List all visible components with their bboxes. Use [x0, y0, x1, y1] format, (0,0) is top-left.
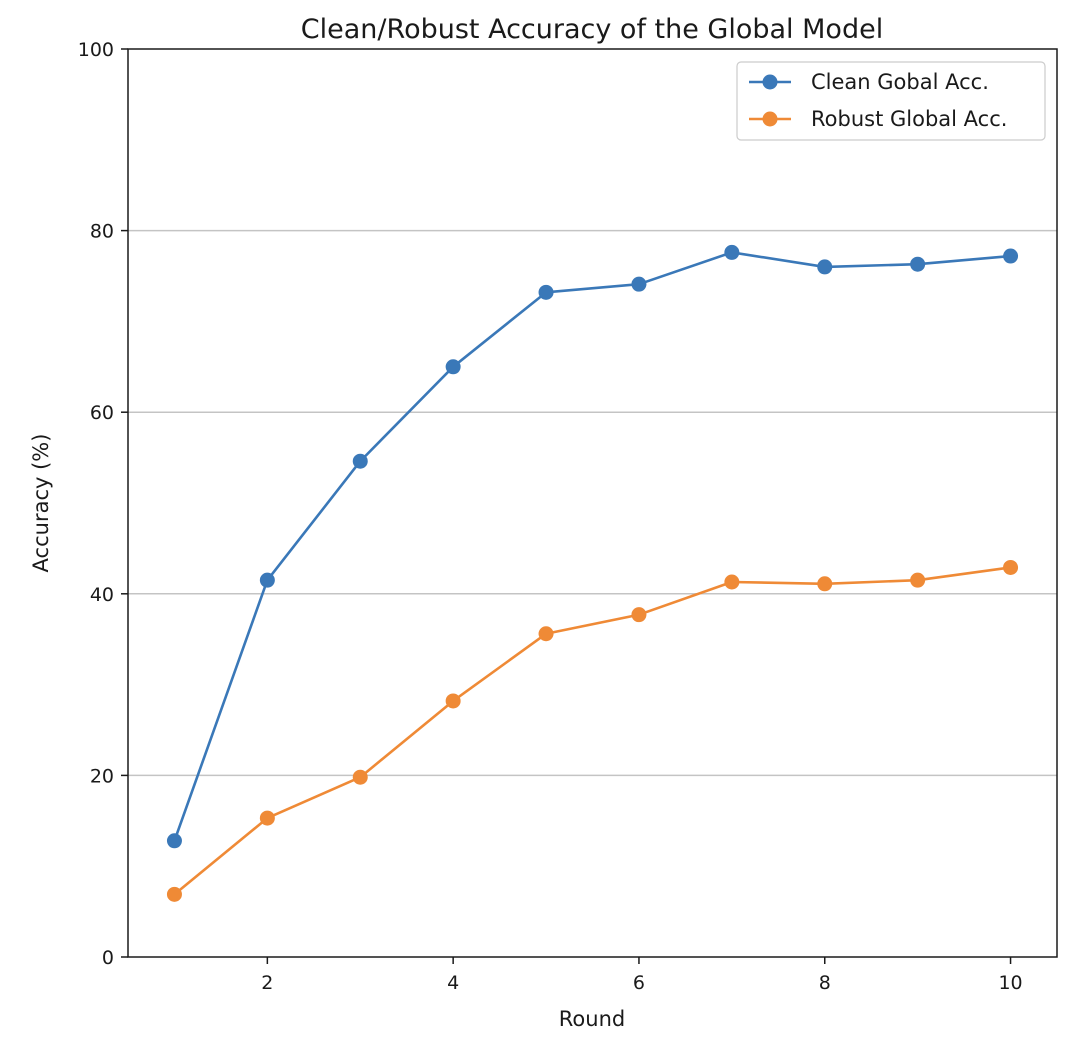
series-2-point-3	[352, 769, 368, 785]
legend-marker-1	[762, 74, 778, 90]
series-2-point-8	[817, 576, 833, 592]
series-1-point-10	[1003, 248, 1019, 264]
x-tick-label-2: 2	[261, 972, 273, 994]
series-2-point-10	[1003, 559, 1019, 575]
y-tick-label-0: 0	[102, 947, 114, 969]
plot-series	[166, 244, 1019, 902]
plot-frame	[127, 48, 1058, 958]
y-tick-label-80: 80	[90, 221, 114, 243]
legend-label-2: Robust Global Acc.	[811, 107, 1007, 131]
series-line-2	[173, 566, 1011, 896]
x-tick-label-10: 10	[998, 972, 1022, 994]
x-tick-label-8: 8	[819, 972, 831, 994]
legend: Clean Gobal Acc. Robust Global Acc.	[736, 61, 1046, 141]
series-line-1	[173, 251, 1011, 842]
series-2-point-1	[166, 886, 182, 902]
series-1-point-2	[259, 572, 275, 588]
series-2-point-5	[538, 626, 554, 642]
series-2-point-6	[631, 607, 647, 623]
series-1-point-1	[166, 833, 182, 849]
series-1-point-9	[910, 256, 926, 272]
y-tick-label-100: 100	[78, 39, 114, 61]
legend-label-1: Clean Gobal Acc.	[811, 70, 989, 94]
series-2-point-9	[910, 572, 926, 588]
x-axis-label: Round	[559, 1007, 625, 1031]
chart-title: Clean/Robust Accuracy of the Global Mode…	[301, 14, 883, 45]
series-1-point-4	[445, 359, 461, 375]
y-axis-label: Accuracy (%)	[29, 434, 53, 573]
series-1-point-6	[631, 276, 647, 292]
legend-marker-2	[762, 111, 778, 127]
series-1-point-3	[352, 453, 368, 469]
series-1-point-5	[538, 284, 554, 300]
series-1-point-7	[724, 244, 740, 260]
grid-lines	[128, 229, 1057, 777]
series-2-point-2	[259, 810, 275, 826]
y-tick-label-20: 20	[90, 765, 114, 787]
series-1-point-8	[817, 259, 833, 275]
x-tick-label-4: 4	[447, 972, 459, 994]
series-2-point-4	[445, 693, 461, 709]
legend-box	[736, 61, 1046, 141]
y-tick-label-40: 40	[90, 584, 114, 606]
series-2-point-7	[724, 574, 740, 590]
x-tick-label-6: 6	[633, 972, 645, 994]
y-tick-label-60: 60	[90, 402, 114, 424]
